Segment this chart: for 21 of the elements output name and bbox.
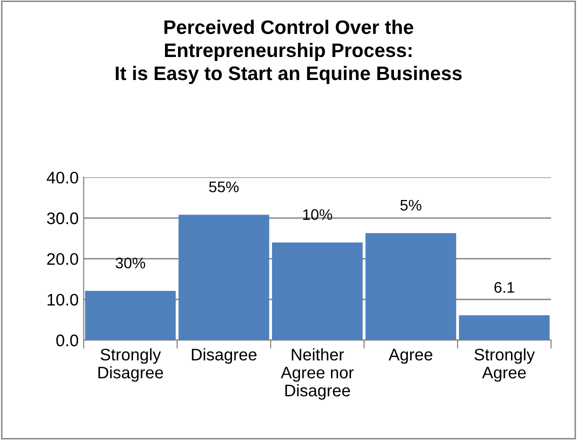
annotation: 55% [209,182,239,192]
annotation: 5% [400,200,422,211]
x-tick-label: Strongly Agree [474,348,535,382]
annotation: 6.1 [494,282,514,293]
bar [365,233,456,340]
annotation: 10% [303,209,332,220]
y-tick-label: 30.0 [47,212,78,224]
chart-title: Perceived Control Over the Entrepreneurship Process: It is Easy to Start an Equine Business [116,20,462,84]
y-tick-label: 40.0 [46,172,78,184]
y-tick-label: 20.0 [47,253,78,265]
bar [85,290,176,340]
x-tick-label: Strongly Disagree [98,348,164,382]
y-tick-label: 0.0 [56,334,78,346]
bar [458,315,550,340]
annotation: 30% [116,258,146,268]
bar [272,242,363,340]
y-tick-label: 10.0 [48,294,78,306]
x-tick-label: Disagree [192,348,256,364]
x-tick-label: Agree [388,348,432,364]
x-tick-label: Neither Agree nor Disagree [280,348,354,400]
bar [178,214,270,340]
